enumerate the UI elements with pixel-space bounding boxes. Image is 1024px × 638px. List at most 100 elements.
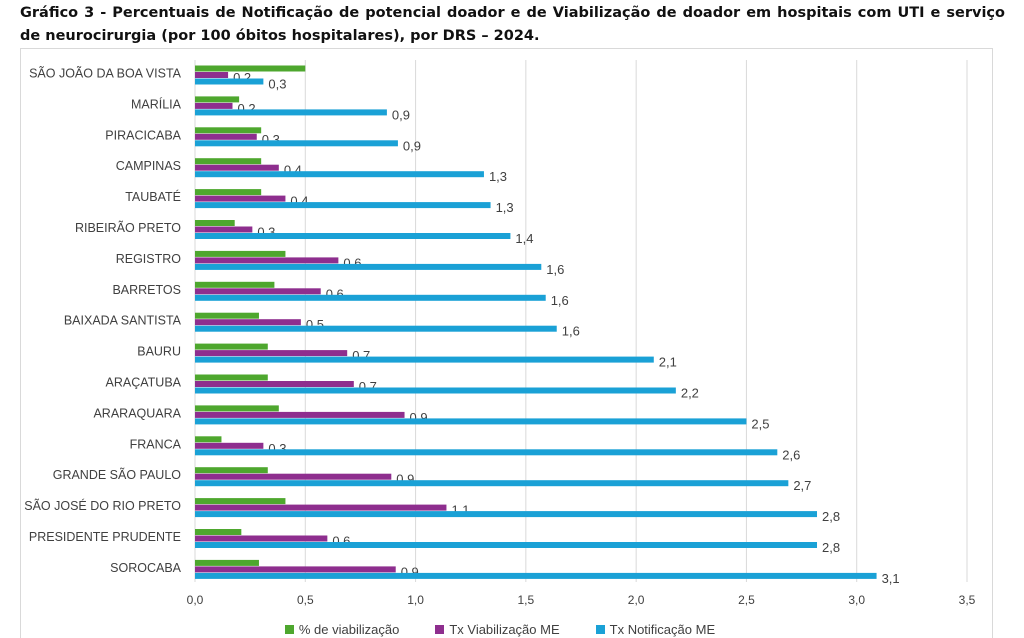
bar-tx-notificacao	[195, 233, 511, 239]
bar-tx-viabilizacao	[195, 195, 286, 202]
data-label-tx-notificacao: 2,2	[681, 386, 699, 401]
data-label-tx-notificacao: 0,3	[268, 77, 286, 92]
bar-tx-notificacao	[195, 387, 676, 394]
chart-frame	[20, 48, 993, 638]
bar-tx-viabilizacao	[195, 102, 233, 109]
bar-tx-notificacao	[195, 294, 546, 301]
bar-viabilizacao	[195, 281, 275, 288]
data-label-tx-notificacao: 0,9	[392, 107, 410, 122]
bar-tx-viabilizacao	[195, 226, 253, 233]
x-tick-label: 1,0	[407, 593, 424, 607]
bar-tx-viabilizacao	[195, 319, 301, 326]
bar-tx-notificacao	[195, 109, 387, 116]
x-tick-label: 0,0	[187, 593, 204, 607]
category-label: MARÍLIA	[131, 96, 182, 111]
category-label: SOROCABA	[110, 561, 182, 575]
category-label: BAIXADA SANTISTA	[64, 314, 182, 328]
x-tick-label: 3,0	[848, 593, 865, 607]
data-label-tx-notificacao: 1,3	[496, 200, 514, 215]
bar-tx-notificacao	[195, 356, 654, 363]
legend-swatch-tx-notificacao	[595, 625, 605, 634]
bar-viabilizacao	[195, 96, 240, 103]
x-tick-label: 1,5	[518, 593, 535, 607]
category-label: ARARAQUARA	[93, 406, 181, 420]
legend-item-tx-notificacao: Tx Notificação ME	[595, 622, 716, 637]
bar-viabilizacao	[195, 220, 235, 226]
category-label: REGISTRO	[116, 252, 182, 266]
legend-label-tx-notificacao: Tx Notificação ME	[609, 622, 716, 637]
bar-viabilizacao	[195, 65, 306, 72]
category-label: TAUBATÉ	[125, 189, 181, 204]
x-tick-label: 0,5	[297, 593, 314, 607]
bar-viabilizacao	[195, 189, 262, 196]
category-label: SÃO JOÃO DA BOA VISTA	[29, 67, 182, 81]
category-label: RIBEIRÃO PRETO	[75, 221, 181, 235]
bar-tx-viabilizacao	[195, 504, 447, 511]
bar-tx-viabilizacao	[195, 411, 405, 418]
bar-tx-viabilizacao	[195, 566, 396, 573]
bar-tx-notificacao	[195, 449, 778, 456]
data-label-tx-notificacao: 1,6	[546, 262, 564, 277]
bar-tx-viabilizacao	[195, 288, 321, 295]
data-label-tx-notificacao: 2,7	[793, 478, 811, 493]
bar-tx-viabilizacao	[195, 133, 257, 140]
bar-tx-notificacao	[195, 418, 747, 425]
bar-viabilizacao	[195, 405, 279, 412]
data-label-tx-notificacao: 0,9	[403, 138, 421, 153]
bar-viabilizacao	[195, 436, 222, 443]
legend: % de viabilização Tx Viabilização ME Tx …	[0, 622, 1000, 637]
x-tick-label: 3,5	[959, 593, 976, 607]
bar-tx-notificacao	[195, 511, 818, 518]
category-label: PRESIDENTE PRUDENTE	[29, 530, 181, 544]
legend-item-viabilizacao: % de viabilização	[284, 622, 400, 637]
bar-tx-notificacao	[195, 480, 789, 487]
category-label: ARAÇATUBA	[106, 376, 182, 390]
bar-tx-notificacao	[195, 572, 877, 579]
bar-viabilizacao	[195, 559, 259, 566]
category-label: FRANCA	[130, 437, 182, 451]
bar-viabilizacao	[195, 250, 286, 257]
bar-tx-viabilizacao	[195, 381, 354, 387]
bar-tx-viabilizacao	[195, 72, 229, 78]
data-label-tx-notificacao: 2,6	[782, 447, 800, 462]
x-tick-label: 2,5	[738, 593, 755, 607]
category-label: BAURU	[137, 345, 181, 359]
data-label-tx-notificacao: 1,4	[515, 231, 533, 246]
bar-tx-notificacao	[195, 171, 484, 178]
data-label-tx-notificacao: 3,1	[882, 571, 900, 586]
bar-tx-viabilizacao	[195, 442, 264, 449]
legend-label-viabilizacao: % de viabilização	[298, 622, 400, 637]
data-label-tx-notificacao: 1,6	[551, 293, 569, 308]
bar-tx-notificacao	[195, 202, 491, 209]
bar-viabilizacao	[195, 312, 259, 319]
category-label: CAMPINAS	[116, 159, 181, 173]
bar-viabilizacao	[195, 158, 262, 165]
bar-viabilizacao	[195, 343, 268, 350]
bar-tx-viabilizacao	[195, 257, 339, 264]
bar-viabilizacao	[195, 498, 286, 505]
category-label: GRANDE SÃO PAULO	[53, 468, 182, 482]
bar-tx-notificacao	[195, 263, 542, 270]
data-label-tx-notificacao: 2,1	[659, 355, 677, 370]
bar-viabilizacao	[195, 529, 242, 535]
bar-viabilizacao	[195, 127, 262, 134]
bar-tx-notificacao	[195, 325, 557, 332]
legend-swatch-tx-viabilizacao	[435, 625, 445, 634]
bar-tx-viabilizacao	[195, 350, 348, 357]
category-label: SÃO JOSÉ DO RIO PRETO	[24, 498, 181, 513]
data-label-tx-notificacao: 1,3	[489, 169, 507, 184]
legend-item-tx-viabilizacao: Tx Viabilização ME	[435, 622, 560, 637]
bar-tx-viabilizacao	[195, 535, 328, 542]
category-label: BARRETOS	[112, 283, 181, 297]
data-label-tx-notificacao: 2,5	[751, 416, 769, 431]
bar-viabilizacao	[195, 374, 268, 381]
bar-tx-notificacao	[195, 78, 264, 85]
legend-swatch-viabilizacao	[284, 625, 294, 634]
legend-label-tx-viabilizacao: Tx Viabilização ME	[449, 622, 560, 637]
data-label-tx-notificacao: 2,8	[822, 540, 840, 555]
data-label-tx-notificacao: 2,8	[822, 509, 840, 524]
bar-tx-notificacao	[195, 140, 398, 147]
bar-viabilizacao	[195, 467, 268, 474]
data-label-tx-notificacao: 1,6	[562, 324, 580, 339]
x-tick-label: 2,0	[628, 593, 645, 607]
